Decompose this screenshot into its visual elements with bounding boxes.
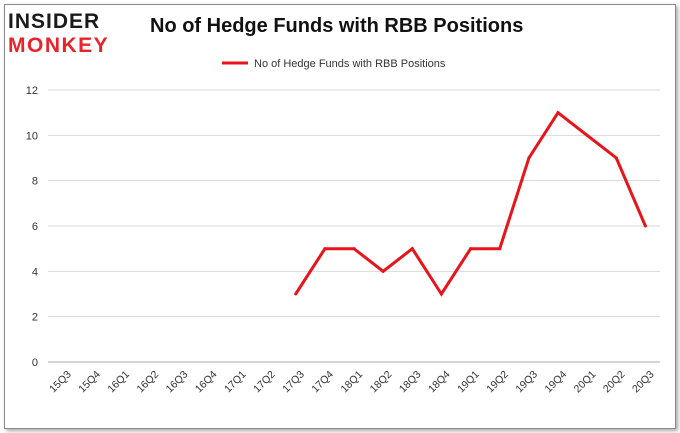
- x-tick-label: 18Q1: [339, 368, 366, 395]
- x-tick-label: 18Q2: [368, 368, 395, 395]
- x-tick-label: 20Q3: [630, 368, 657, 395]
- data-point: [381, 269, 385, 273]
- y-tick-label: 2: [32, 312, 38, 324]
- data-point: [410, 247, 414, 251]
- y-tick-label: 12: [26, 85, 38, 97]
- data-point: [498, 247, 502, 251]
- data-point: [469, 247, 473, 251]
- x-tick-label: 16Q2: [135, 368, 162, 395]
- x-tick-label: 17Q1: [222, 368, 249, 395]
- x-tick-label: 16Q1: [105, 368, 132, 395]
- x-tick-label: 15Q3: [47, 368, 74, 395]
- data-point: [556, 111, 560, 115]
- chart-title: No of Hedge Funds with RBB Positions: [150, 15, 524, 37]
- data-point: [352, 247, 356, 251]
- x-tick-label: 18Q3: [397, 368, 424, 395]
- x-tick-label: 19Q3: [513, 368, 540, 395]
- y-tick-label: 8: [32, 176, 38, 188]
- x-tick-label: 17Q3: [280, 368, 307, 395]
- x-tick-label: 19Q2: [484, 368, 511, 395]
- y-tick-label: 10: [26, 130, 38, 142]
- data-point: [643, 224, 647, 228]
- data-point: [294, 292, 298, 296]
- x-tick-label: 16Q3: [164, 368, 191, 395]
- y-tick-label: 4: [32, 266, 38, 278]
- x-tick-label: 15Q4: [76, 368, 103, 395]
- legend-label: No of Hedge Funds with RBB Positions: [254, 58, 446, 70]
- logo-line2: MONKEY: [8, 34, 109, 56]
- x-tick-label: 16Q4: [193, 368, 220, 395]
- y-tick-label: 0: [32, 357, 38, 369]
- data-point: [614, 156, 618, 160]
- x-tick-label: 20Q1: [572, 368, 599, 395]
- data-point: [585, 133, 589, 137]
- chart-frame: [4, 4, 676, 429]
- x-tick-label: 20Q2: [601, 368, 628, 395]
- insider-monkey-logo: INSIDER MONKEY: [8, 10, 109, 56]
- x-tick-label: 18Q4: [426, 368, 453, 395]
- x-tick-label: 19Q1: [455, 368, 482, 395]
- data-point: [527, 156, 531, 160]
- x-tick-label: 17Q4: [309, 368, 336, 395]
- x-tick-label: 17Q2: [251, 368, 278, 395]
- data-point: [323, 247, 327, 251]
- y-tick-label: 6: [32, 221, 38, 233]
- logo-line1: INSIDER: [8, 10, 100, 33]
- x-tick-label: 19Q4: [543, 368, 570, 395]
- data-point: [439, 292, 443, 296]
- series-line: [294, 110, 647, 297]
